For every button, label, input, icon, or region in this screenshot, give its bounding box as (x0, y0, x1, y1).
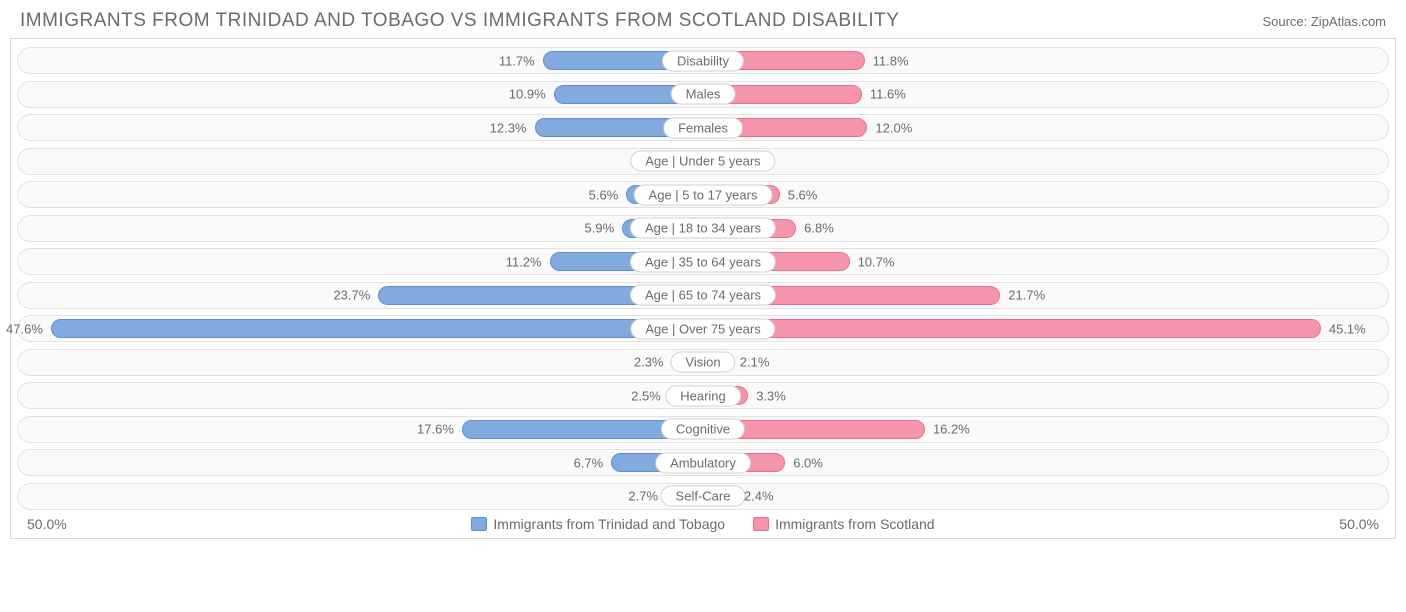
category-label: Females (663, 117, 743, 138)
chart-row: 5.6% 5.6% Age | 5 to 17 years (17, 181, 1389, 208)
bar-left (51, 319, 703, 338)
category-label: Hearing (665, 385, 741, 406)
chart-row: 10.9% 11.6% Males (17, 81, 1389, 108)
value-right: 45.1% (1329, 321, 1366, 336)
value-right: 6.8% (804, 221, 834, 236)
legend-item-left: Immigrants from Trinidad and Tobago (471, 516, 725, 532)
chart-row: 11.7% 11.8% Disability (17, 47, 1389, 74)
category-label: Age | Over 75 years (630, 318, 775, 339)
value-left: 11.2% (506, 254, 542, 269)
value-right: 10.7% (858, 254, 895, 269)
category-label: Vision (670, 352, 735, 373)
chart-row: 12.3% 12.0% Females (17, 114, 1389, 141)
value-right: 16.2% (933, 422, 970, 437)
category-label: Males (671, 84, 736, 105)
value-right: 2.1% (740, 355, 770, 370)
legend: Immigrants from Trinidad and Tobago Immi… (87, 516, 1319, 532)
category-label: Cognitive (661, 419, 745, 440)
category-label: Age | 35 to 64 years (630, 251, 776, 272)
value-left: 47.6% (6, 321, 43, 336)
chart-row: 5.9% 6.8% Age | 18 to 34 years (17, 215, 1389, 242)
value-right: 21.7% (1008, 288, 1045, 303)
axis-max-left: 50.0% (27, 516, 87, 532)
source-attribution: Source: ZipAtlas.com (1262, 14, 1386, 29)
category-label: Age | 65 to 74 years (630, 285, 776, 306)
chart-row: 1.1%1.4%Age | Under 5 years (17, 148, 1389, 175)
category-label: Self-Care (661, 486, 746, 507)
category-label: Disability (662, 50, 744, 71)
value-left: 11.7% (499, 53, 535, 68)
chart-row: 2.7% 2.4%Self-Care (17, 483, 1389, 510)
value-right: 11.6% (870, 87, 906, 102)
chart-row: 47.6%45.1%Age | Over 75 years (17, 315, 1389, 342)
chart-row: 2.5% 3.3% Hearing (17, 382, 1389, 409)
chart-row: 6.7% 6.0% Ambulatory (17, 449, 1389, 476)
value-right: 2.4% (744, 489, 774, 504)
value-right: 5.6% (788, 187, 818, 202)
chart-title: IMMIGRANTS FROM TRINIDAD AND TOBAGO VS I… (20, 10, 899, 32)
value-left: 2.3% (634, 355, 664, 370)
category-label: Age | 5 to 17 years (634, 184, 773, 205)
chart-container: 11.7% 11.8% Disability 10.9% 11.6% Males 12.3%… (10, 38, 1396, 539)
value-left: 17.6% (417, 422, 454, 437)
value-left: 6.7% (574, 455, 604, 470)
axis-max-right: 50.0% (1319, 516, 1379, 532)
chart-row: 2.3% 2.1% Vision (17, 349, 1389, 376)
value-left: 10.9% (509, 87, 546, 102)
chart-row: 23.7% 21.7% Age | 65 to 74 years (17, 282, 1389, 309)
category-label: Age | 18 to 34 years (630, 218, 776, 239)
category-label: Age | Under 5 years (630, 151, 775, 172)
value-right: 3.3% (756, 388, 786, 403)
value-left: 23.7% (333, 288, 370, 303)
bar-right (703, 319, 1321, 338)
legend-label-left: Immigrants from Trinidad and Tobago (493, 516, 725, 532)
value-left: 12.3% (490, 120, 527, 135)
chart-row: 17.6% 16.2% Cognitive (17, 416, 1389, 443)
chart-row: 11.2% 10.7% Age | 35 to 64 years (17, 248, 1389, 275)
category-label: Ambulatory (655, 452, 751, 473)
legend-swatch-right (753, 517, 769, 531)
value-left: 2.5% (631, 388, 661, 403)
value-right: 6.0% (793, 455, 823, 470)
value-left: 5.6% (589, 187, 619, 202)
legend-label-right: Immigrants from Scotland (775, 516, 935, 532)
legend-swatch-left (471, 517, 487, 531)
value-left: 2.7% (628, 489, 658, 504)
value-right: 11.8% (873, 53, 909, 68)
value-left: 5.9% (585, 221, 615, 236)
legend-item-right: Immigrants from Scotland (753, 516, 935, 532)
value-right: 12.0% (875, 120, 912, 135)
